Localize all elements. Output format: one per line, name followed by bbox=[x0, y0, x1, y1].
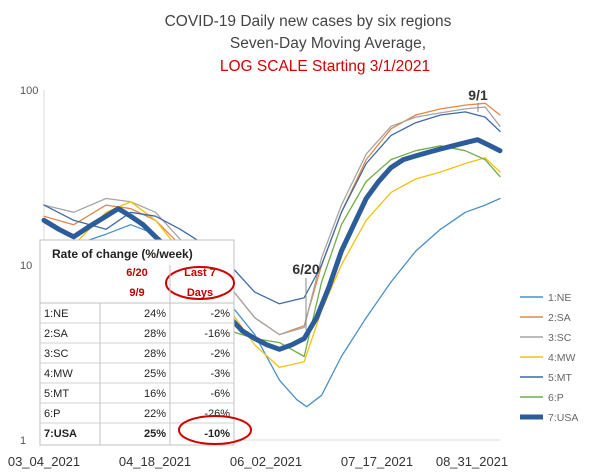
y-tick-label: 1 bbox=[20, 435, 26, 447]
legend-label: 4:MW bbox=[548, 352, 576, 364]
y-tick-label: 100 bbox=[20, 85, 38, 97]
x-tick-label: 03_04_2021 bbox=[8, 454, 80, 469]
legend-label: 6:P bbox=[548, 392, 564, 404]
rate-table-col1-header-1: 6/20 bbox=[126, 267, 147, 279]
annotation-6-20: 6/20 bbox=[292, 261, 319, 277]
table-cell-rate-6-20: 28% bbox=[144, 328, 166, 340]
table-cell-region: 3:SC bbox=[44, 348, 69, 360]
usa-value-highlight-ellipse bbox=[178, 415, 252, 445]
table-cell-region: 6:P bbox=[44, 408, 61, 420]
x-tick-labels: 03_04_2021 04_18_2021 06_02_2021 07_17_2021… bbox=[8, 454, 508, 469]
series-line-3-sc bbox=[43, 106, 501, 336]
rate-table: Rate of change (%/week) 6/20 9/9 Last 7 … bbox=[39, 239, 252, 446]
table-cell-rate-6-20: 28% bbox=[144, 348, 166, 360]
legend-label: 7:USA bbox=[548, 412, 578, 424]
table-cell-rate-6-20: 24% bbox=[144, 308, 166, 320]
annotation-9-1: 9/1 bbox=[468, 87, 488, 103]
table-cell-rate-last7: -26% bbox=[204, 408, 230, 420]
rate-table-col2-header-1: Last 7 bbox=[184, 267, 216, 279]
rate-table-title: Rate of change (%/week) bbox=[52, 247, 193, 261]
chart-subtitle: Seven-Day Moving Average, bbox=[230, 35, 426, 52]
table-cell-region: 1:NE bbox=[44, 308, 68, 320]
table-cell-rate-last7: -3% bbox=[210, 368, 230, 380]
x-tick-label: 08_31_2021 bbox=[436, 454, 508, 469]
chart-title: COVID-19 Daily new cases by six regions bbox=[165, 13, 452, 30]
table-cell-rate-6-20: 25% bbox=[144, 368, 166, 380]
table-cell-rate-last7: -16% bbox=[204, 328, 230, 340]
table-cell-region: 7:USA bbox=[44, 428, 77, 440]
x-tick-label: 04_18_2021 bbox=[119, 454, 191, 469]
series-line-5-mt bbox=[43, 111, 501, 305]
series-line-7-usa bbox=[41, 137, 503, 352]
legend-label: 3:SC bbox=[548, 332, 572, 344]
y-tick-label: 10 bbox=[20, 260, 32, 272]
legend-label: 2:SA bbox=[548, 312, 571, 324]
x-tick-label: 07_17_2021 bbox=[341, 454, 413, 469]
table-cell-rate-6-20: 22% bbox=[144, 408, 166, 420]
legend-label: 5:MT bbox=[548, 372, 573, 384]
col2-header-highlight-ellipse bbox=[165, 266, 235, 300]
series-lines bbox=[41, 102, 503, 408]
series-line-4-mw bbox=[43, 157, 501, 369]
series-line-1-ne bbox=[43, 197, 501, 408]
table-cell-rate-6-20: 25% bbox=[144, 428, 166, 440]
table-cell-region: 5:MT bbox=[44, 388, 69, 400]
series-line-2-sa bbox=[43, 102, 501, 336]
x-tick-label: 06_02_2021 bbox=[230, 454, 302, 469]
chart-subtitle-log: LOG SCALE Starting 3/1/2021 bbox=[220, 58, 430, 75]
table-cell-rate-6-20: 16% bbox=[144, 388, 166, 400]
rate-table-col1-header-2: 9/9 bbox=[129, 287, 144, 299]
table-cell-rate-last7: -2% bbox=[210, 308, 230, 320]
legend-label: 1:NE bbox=[548, 292, 571, 304]
table-cell-region: 4:MW bbox=[44, 368, 73, 380]
y-tick-labels: 1 10 100 bbox=[20, 85, 38, 447]
table-cell-region: 2:SA bbox=[44, 328, 69, 340]
table-cell-rate-last7: -10% bbox=[204, 428, 230, 440]
rate-table-col2-header-2: Days bbox=[187, 287, 213, 299]
rate-table-rows: 1:NE 24% -2% 2:SA 28% -16% 3:SC 28% -2% 4:MW 25% -3… bbox=[40, 265, 234, 445]
table-cell-rate-last7: -6% bbox=[210, 388, 230, 400]
table-cell-rate-last7: -2% bbox=[210, 348, 230, 360]
legend: 1:NE 2:SA 3:SC 4:MW 5:MT 6:P 7:USA bbox=[520, 292, 578, 424]
